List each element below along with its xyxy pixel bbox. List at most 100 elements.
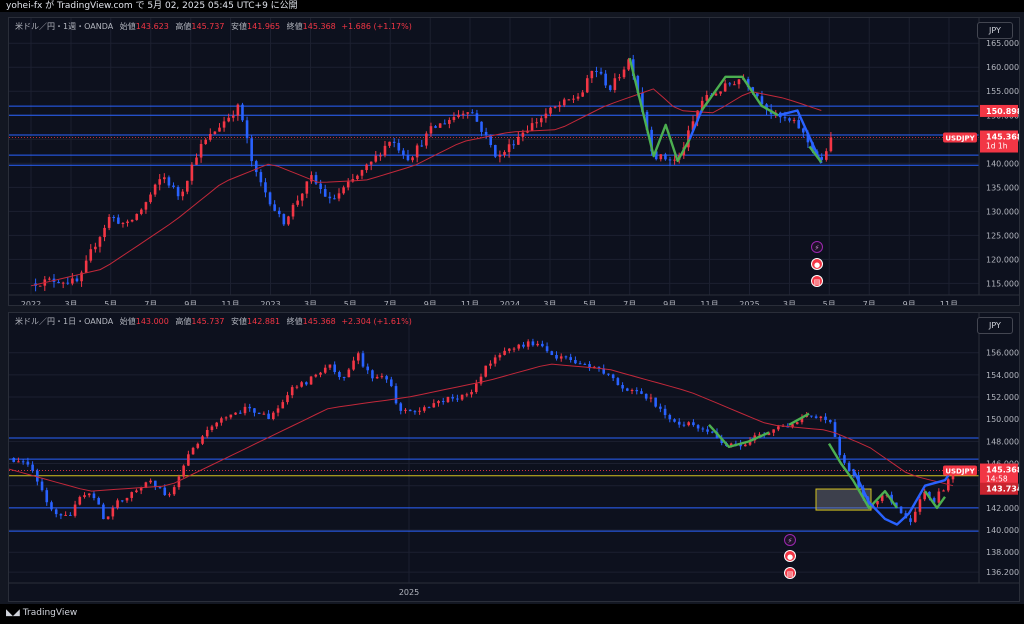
candle[interactable] bbox=[187, 454, 190, 466]
candle[interactable] bbox=[630, 389, 634, 391]
candle[interactable] bbox=[210, 426, 214, 430]
candle[interactable] bbox=[461, 113, 465, 115]
candle[interactable] bbox=[756, 93, 759, 97]
candle[interactable] bbox=[503, 152, 506, 155]
candle[interactable] bbox=[130, 219, 134, 222]
candle[interactable] bbox=[918, 499, 922, 512]
candle[interactable] bbox=[408, 409, 412, 412]
candle[interactable] bbox=[21, 461, 25, 463]
candle[interactable] bbox=[673, 419, 676, 422]
candle[interactable] bbox=[75, 278, 79, 282]
candle[interactable] bbox=[521, 132, 525, 137]
candle[interactable] bbox=[498, 354, 502, 358]
candle[interactable] bbox=[375, 376, 379, 379]
candle[interactable] bbox=[876, 500, 879, 505]
candle[interactable] bbox=[744, 444, 747, 447]
candle[interactable] bbox=[578, 363, 582, 365]
candle[interactable] bbox=[474, 383, 478, 393]
candle[interactable] bbox=[687, 130, 690, 148]
candle[interactable] bbox=[604, 73, 607, 86]
candle[interactable] bbox=[125, 497, 129, 501]
candle[interactable] bbox=[480, 121, 483, 132]
candle[interactable] bbox=[729, 443, 733, 447]
candle[interactable] bbox=[942, 490, 945, 492]
candle[interactable] bbox=[276, 408, 280, 413]
candle[interactable] bbox=[607, 373, 610, 375]
candle[interactable] bbox=[404, 409, 407, 411]
candle[interactable] bbox=[602, 368, 606, 374]
candle[interactable] bbox=[819, 416, 823, 418]
candle[interactable] bbox=[427, 407, 431, 409]
candle[interactable] bbox=[97, 498, 100, 505]
candle[interactable] bbox=[714, 93, 718, 96]
candle[interactable] bbox=[597, 366, 601, 369]
candle[interactable] bbox=[224, 417, 228, 419]
candle[interactable] bbox=[654, 397, 657, 407]
candle[interactable] bbox=[158, 179, 162, 185]
candle[interactable] bbox=[733, 84, 736, 86]
candle[interactable] bbox=[333, 364, 336, 373]
candle[interactable] bbox=[751, 87, 755, 94]
candle[interactable] bbox=[144, 202, 148, 210]
candle[interactable] bbox=[360, 170, 364, 176]
candle[interactable] bbox=[792, 120, 796, 122]
candle[interactable] bbox=[342, 377, 346, 379]
candle[interactable] bbox=[282, 214, 286, 225]
candle[interactable] bbox=[262, 413, 266, 415]
candle[interactable] bbox=[650, 129, 653, 152]
candle[interactable] bbox=[80, 272, 83, 282]
candle[interactable] bbox=[78, 496, 82, 505]
candle[interactable] bbox=[696, 425, 700, 429]
candle[interactable] bbox=[149, 480, 152, 483]
candle[interactable] bbox=[595, 70, 598, 72]
candle[interactable] bbox=[323, 188, 327, 197]
candle[interactable] bbox=[158, 487, 162, 489]
candle[interactable] bbox=[512, 144, 516, 146]
weekly-chart-panel[interactable]: 165.000160.000155.000150.000145.000140.0… bbox=[8, 17, 1020, 306]
flag-icon[interactable]: ▤ bbox=[811, 275, 823, 287]
candle[interactable] bbox=[838, 436, 842, 456]
candle[interactable] bbox=[664, 154, 667, 160]
candle[interactable] bbox=[545, 346, 549, 352]
candle[interactable] bbox=[399, 403, 403, 411]
candle[interactable] bbox=[176, 186, 180, 197]
candle[interactable] bbox=[328, 364, 332, 368]
candle[interactable] bbox=[456, 398, 459, 400]
candle[interactable] bbox=[227, 117, 230, 122]
candle[interactable] bbox=[380, 376, 384, 378]
candle[interactable] bbox=[470, 392, 473, 395]
candle[interactable] bbox=[121, 223, 125, 225]
event-icon[interactable]: ● bbox=[811, 258, 823, 270]
candle[interactable] bbox=[26, 461, 30, 465]
candle[interactable] bbox=[94, 246, 97, 250]
candle[interactable] bbox=[682, 424, 686, 426]
candle[interactable] bbox=[64, 514, 67, 516]
candle[interactable] bbox=[635, 389, 639, 392]
candle[interactable] bbox=[531, 341, 535, 346]
candle[interactable] bbox=[208, 134, 212, 140]
candle[interactable] bbox=[663, 408, 667, 416]
candle[interactable] bbox=[438, 123, 442, 128]
candle[interactable] bbox=[441, 401, 445, 403]
candle[interactable] bbox=[576, 96, 580, 99]
candle[interactable] bbox=[618, 77, 621, 79]
candle[interactable] bbox=[797, 120, 801, 129]
candle[interactable] bbox=[379, 155, 382, 157]
candle[interactable] bbox=[238, 412, 242, 414]
candle[interactable] bbox=[448, 119, 451, 124]
candle[interactable] bbox=[388, 141, 391, 146]
candle[interactable] bbox=[611, 374, 615, 379]
currency-button[interactable]: JPY bbox=[977, 317, 1013, 334]
candle[interactable] bbox=[17, 461, 20, 463]
candle[interactable] bbox=[829, 137, 833, 152]
candle[interactable] bbox=[406, 154, 410, 161]
candle[interactable] bbox=[673, 159, 676, 161]
candle[interactable] bbox=[195, 157, 198, 165]
candle[interactable] bbox=[186, 180, 189, 192]
candle[interactable] bbox=[153, 184, 157, 195]
candle[interactable] bbox=[700, 100, 704, 111]
candle[interactable] bbox=[369, 161, 373, 165]
candle[interactable] bbox=[760, 96, 764, 105]
candle[interactable] bbox=[277, 210, 281, 215]
candle[interactable] bbox=[810, 415, 813, 417]
